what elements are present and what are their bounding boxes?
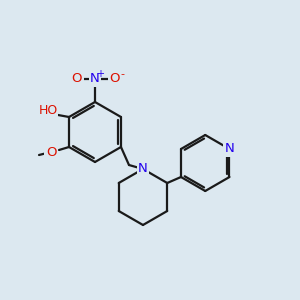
- Text: O: O: [110, 73, 120, 85]
- Text: O: O: [46, 146, 56, 158]
- Text: +: +: [96, 69, 104, 79]
- Text: -: -: [120, 69, 124, 79]
- Text: N: N: [90, 73, 100, 85]
- Text: N: N: [138, 163, 148, 176]
- Text: HO: HO: [38, 104, 58, 118]
- Text: N: N: [225, 142, 234, 155]
- Text: O: O: [72, 73, 82, 85]
